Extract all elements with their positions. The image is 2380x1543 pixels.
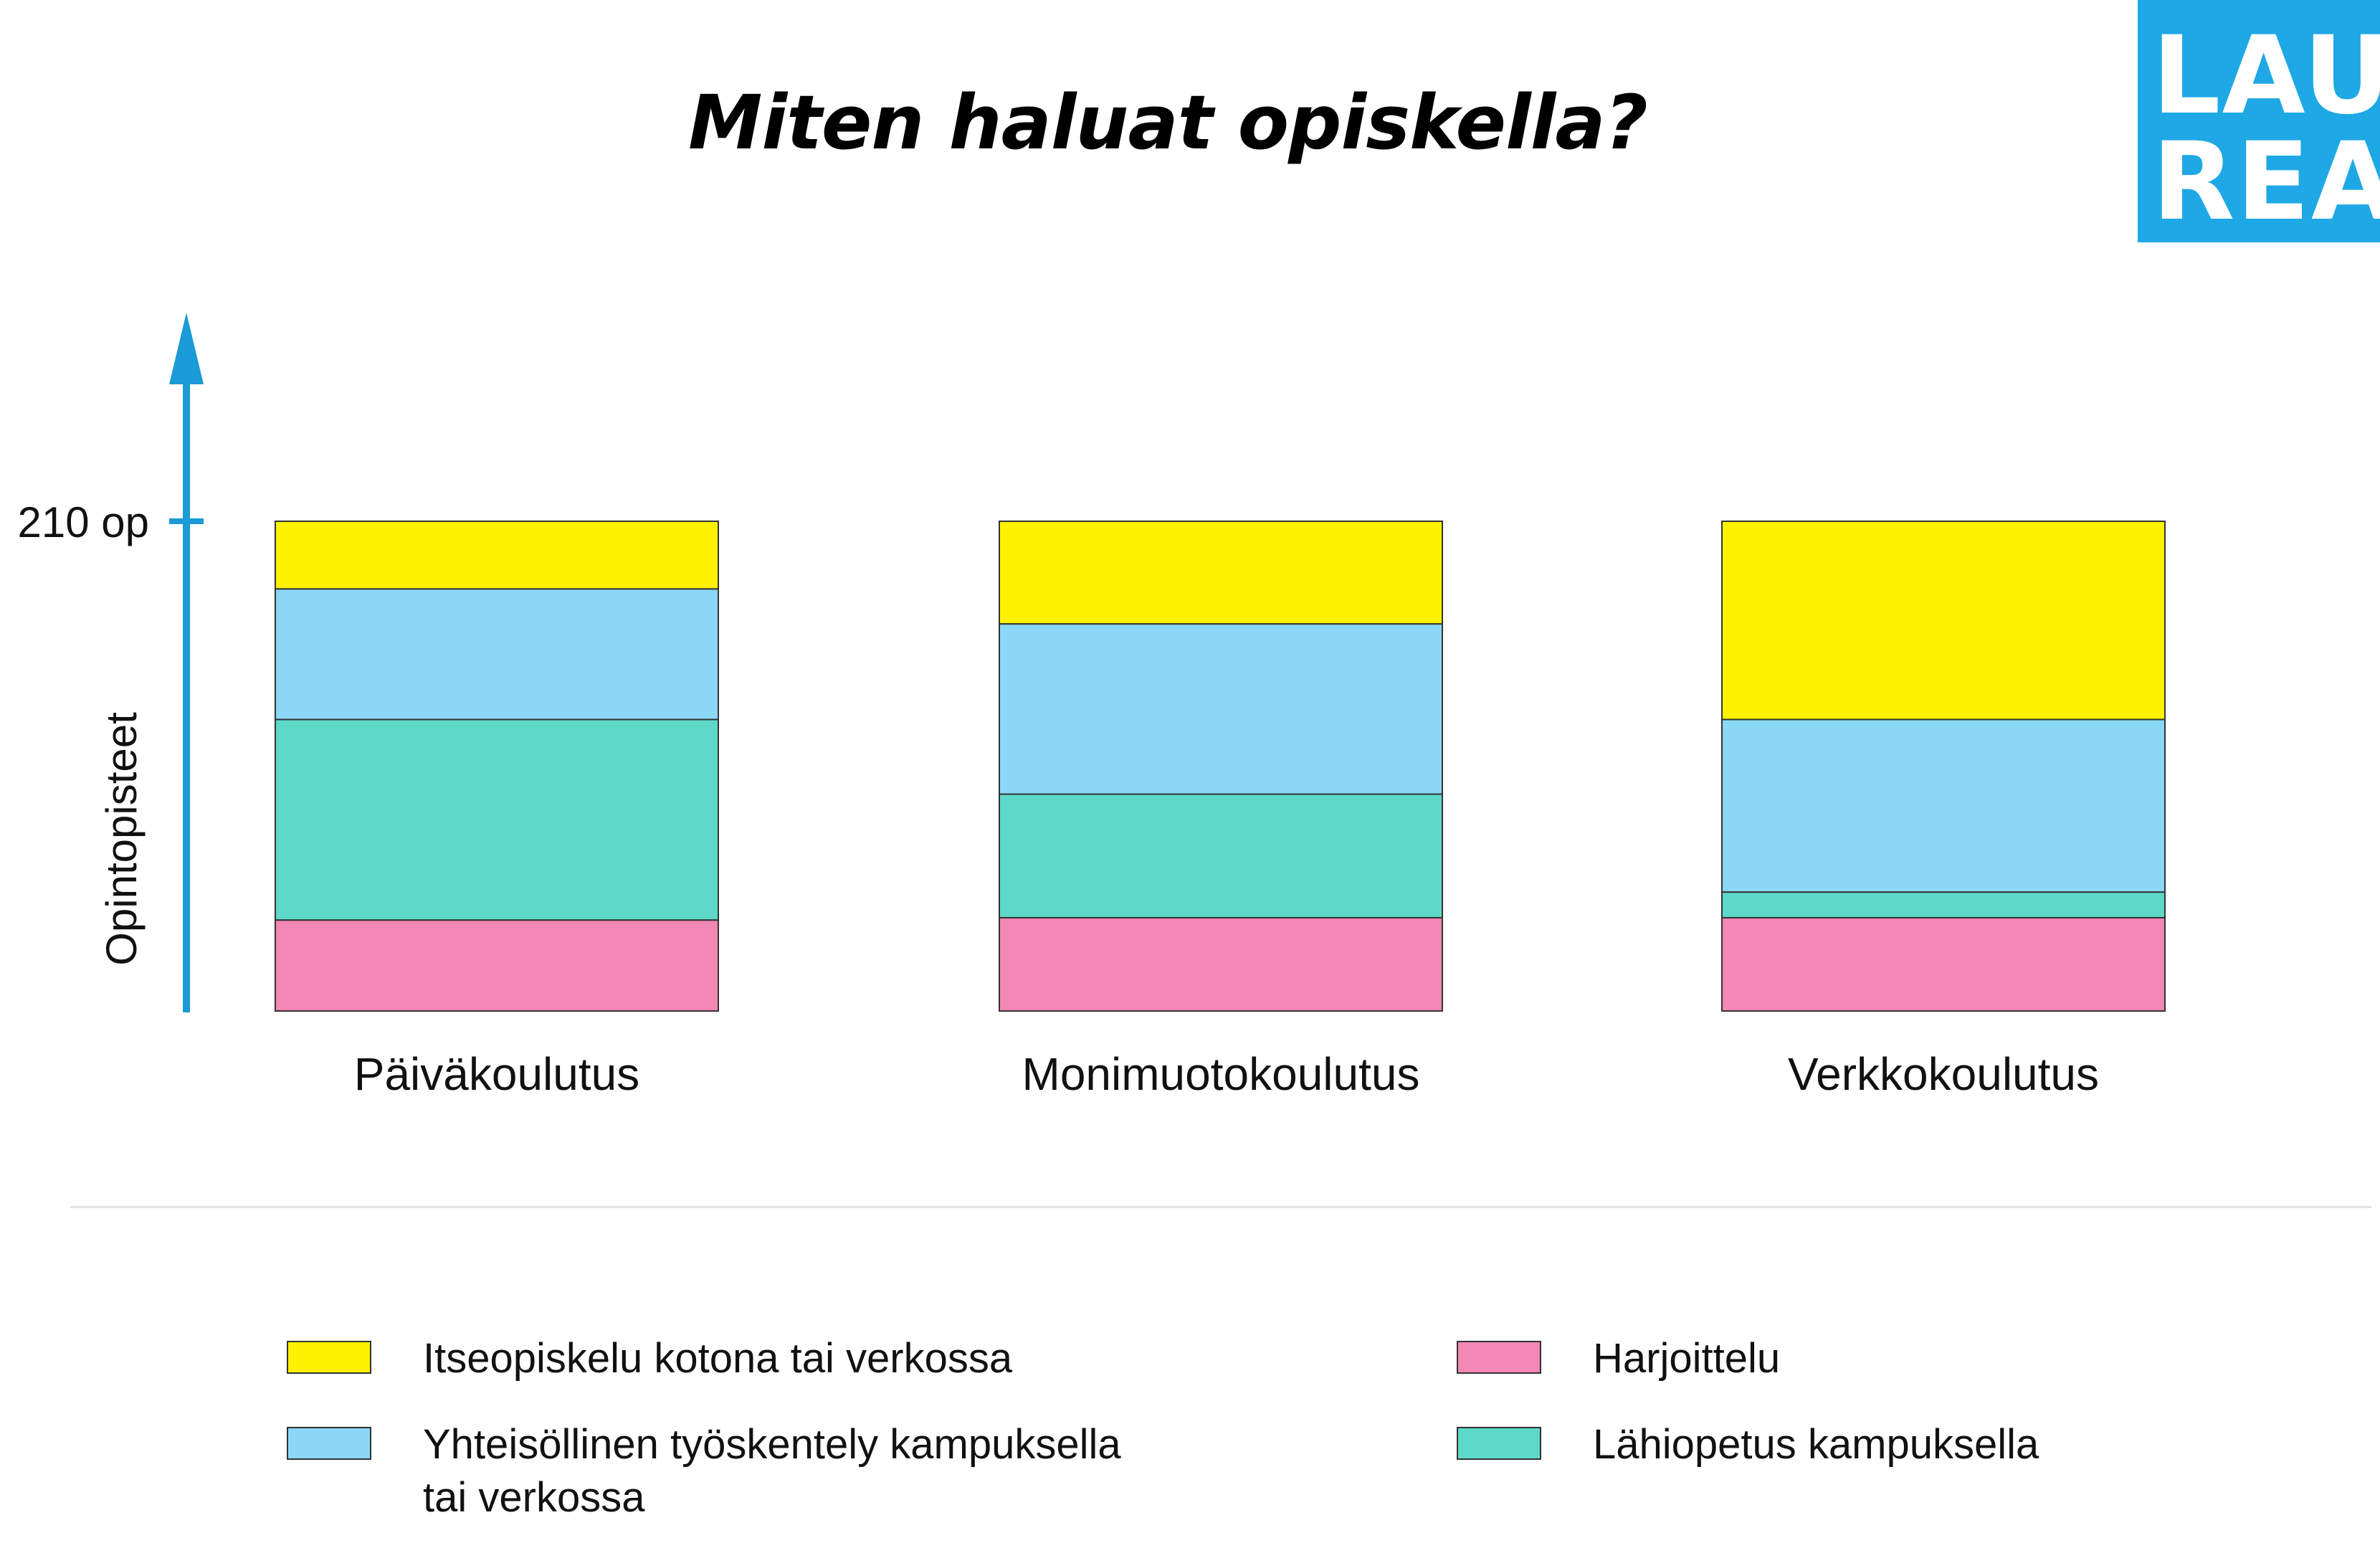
y-axis-label: Opintopisteet	[97, 712, 146, 966]
category-labels: Päiväkoulutus Monimuotokoulutus Verkkokoul…	[354, 1048, 2099, 1100]
logo-line-2: REA	[2152, 120, 2380, 244]
bar-segment	[275, 588, 719, 721]
bar-segment	[275, 718, 719, 921]
legend-label-line: Itseopiskelu kotona tai verkossa	[423, 1335, 1013, 1382]
legend-label: Harjoittelu	[1593, 1332, 2380, 1385]
legend-label-line: tai verkossa	[423, 1474, 645, 1521]
legend-label-line: Yhteisöllinen työskentely kampuksella	[423, 1421, 1121, 1468]
category-label: Verkkokoulutus	[1788, 1048, 2099, 1100]
bar-segment	[1721, 916, 2166, 1012]
legend-label: Yhteisöllinen työskentely kampuksella tai…	[423, 1418, 1212, 1524]
legend-swatch	[1457, 1341, 1541, 1374]
legend-swatch	[287, 1341, 371, 1374]
y-tick-label: 210 op	[17, 498, 149, 546]
bar-segment	[999, 793, 1443, 918]
legend-label-line: Lähiopetus kampuksella	[1593, 1421, 2039, 1468]
logo-line-1: LAU	[2152, 14, 2380, 138]
stacked-bar-chart: 210 op Opintopisteet Päiväkoulutus Monimuo…	[17, 313, 2166, 1100]
legend-swatch	[1457, 1427, 1541, 1460]
bar-segment	[1721, 718, 2166, 893]
legend-label: Lähiopetus kampuksella	[1593, 1418, 2380, 1471]
bar-segment	[999, 623, 1443, 795]
bars	[275, 521, 2166, 1012]
divider	[70, 1206, 2371, 1208]
category-label: Päiväkoulutus	[354, 1048, 639, 1100]
bar-segment	[275, 521, 719, 590]
bar-segment	[999, 521, 1443, 625]
y-axis: 210 op Opintopisteet	[17, 313, 204, 1012]
bar-segment	[999, 916, 1443, 1012]
bar-segment	[1721, 891, 2166, 918]
legend-label: Itseopiskelu kotona tai verkossa	[423, 1332, 1212, 1385]
legend-label-line: Harjoittelu	[1593, 1335, 1781, 1382]
legend-swatch	[287, 1427, 371, 1460]
bar-segment	[275, 919, 719, 1012]
y-axis-arrow-icon	[169, 313, 204, 384]
laurea-logo: LAU REA	[2138, 0, 2380, 242]
chart-title: Miten haluat opiskella?	[688, 79, 1648, 166]
bar-segment	[1721, 521, 2166, 721]
category-label: Monimuotokoulutus	[1022, 1048, 1420, 1100]
